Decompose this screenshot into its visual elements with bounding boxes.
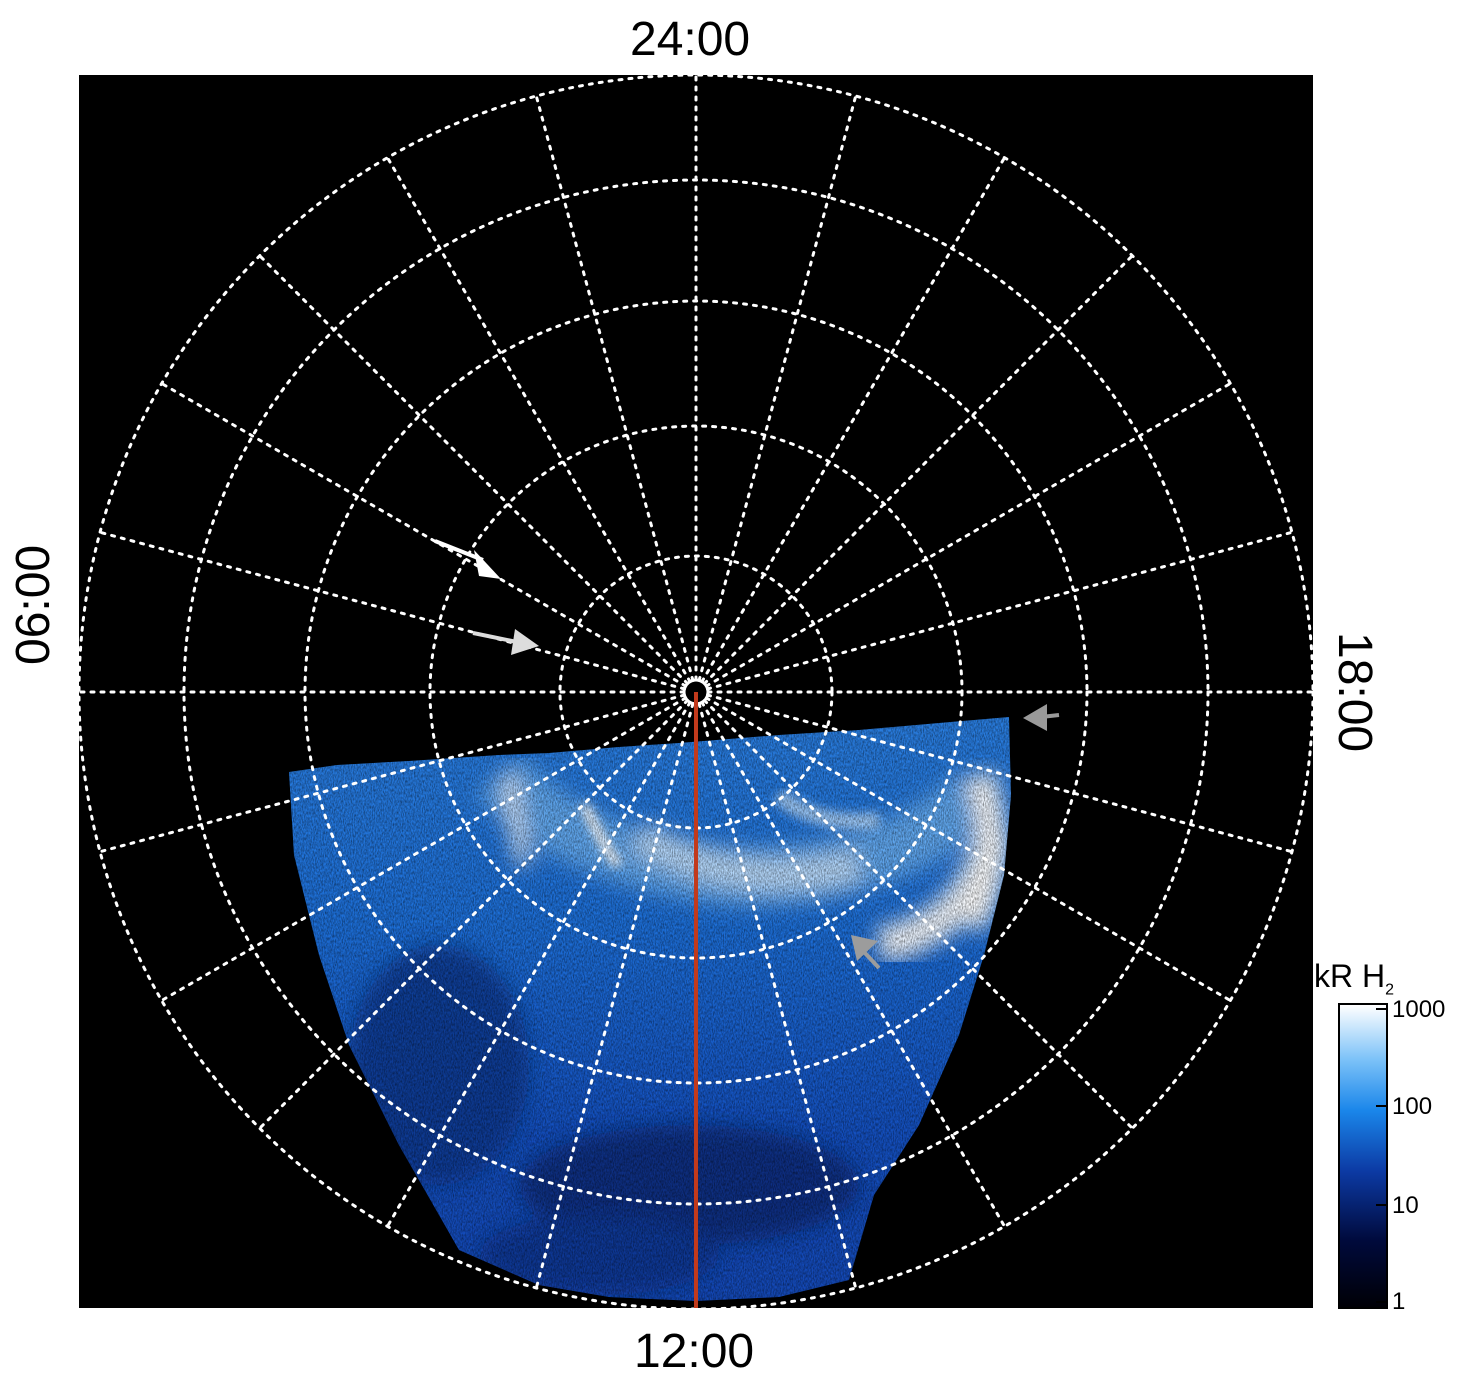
longitude-line <box>706 530 1294 691</box>
longitude-line <box>702 254 1134 686</box>
colorbar-tick-label: 1000 <box>1392 996 1446 1023</box>
longitude-line <box>697 94 858 682</box>
longitude-line <box>706 693 1294 854</box>
colorbar-tick-mark <box>1376 1301 1386 1303</box>
colorbar-tick-label: 1 <box>1392 1288 1406 1315</box>
aurora-emission <box>289 717 1011 1301</box>
label-24-00: 24:00 <box>630 13 751 66</box>
longitude-line <box>700 700 1006 1228</box>
gray-arrow-aurora <box>851 935 881 970</box>
longitude-line <box>704 696 1232 1002</box>
white-arrow-1 <box>434 539 501 579</box>
longitude-line <box>534 94 695 682</box>
longitude-line <box>258 254 690 686</box>
longitude-line <box>702 698 1134 1130</box>
longitude-lines <box>79 75 1313 1308</box>
longitude-line <box>98 693 686 854</box>
longitude-line <box>160 382 688 688</box>
colorbar-tick-label: 10 <box>1392 1192 1419 1219</box>
colorbar-tick-mark <box>1376 1008 1386 1010</box>
longitude-line <box>704 382 1232 688</box>
label-06-00: 06:00 <box>7 544 60 665</box>
colorbar <box>1338 1003 1388 1309</box>
label-18-00: 18:00 <box>1328 632 1381 753</box>
colorbar-tick-label: 100 <box>1392 1093 1433 1120</box>
longitude-line <box>258 698 690 1130</box>
colorbar-tick-mark <box>1376 1204 1386 1206</box>
white-arrow-2 <box>472 629 539 655</box>
gray-arrow-right <box>1023 704 1060 731</box>
colorbar-tick-mark <box>1376 1105 1386 1107</box>
longitude-line <box>534 702 695 1290</box>
colorbar-title: kR H2 <box>1314 958 1395 999</box>
longitude-line <box>386 700 692 1228</box>
label-12-00: 12:00 <box>634 1325 755 1378</box>
longitude-line <box>160 696 688 1002</box>
longitude-line <box>98 530 686 691</box>
polar-aurora-image <box>79 75 1313 1308</box>
longitude-line <box>697 702 858 1290</box>
longitude-line <box>386 156 692 684</box>
longitude-line <box>700 156 1006 684</box>
